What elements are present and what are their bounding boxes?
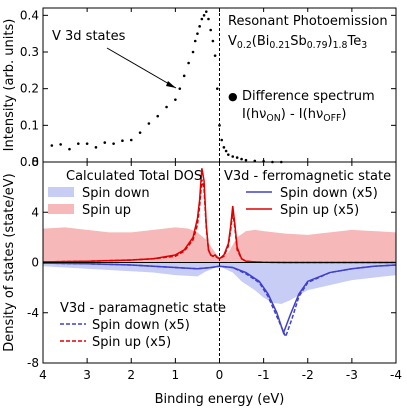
difference-spectrum-point	[94, 146, 98, 149]
difference-spectrum-point	[147, 122, 151, 125]
x-tick-label: -4	[390, 368, 402, 382]
v3d-para-spin-up-line	[42, 179, 396, 264]
dos-fill-spin-down	[43, 262, 396, 304]
difference-spectrum-point	[112, 142, 115, 145]
legend-label-para: Spin up (x5)	[92, 335, 171, 350]
difference-spectrum-point	[68, 147, 71, 151]
legend-swatch-spin-down	[48, 187, 74, 197]
x-axis-label: Binding energy (eV)	[155, 392, 285, 407]
difference-spectrum-point	[187, 61, 190, 65]
legend-label-para: Spin down (x5)	[92, 318, 190, 333]
y-tick-label: 0.0	[20, 155, 39, 169]
x-tick-label: 1	[172, 368, 180, 382]
difference-spectrum-point	[235, 156, 239, 159]
y-tick-label: 0.2	[20, 82, 39, 96]
difference-spectrum-point	[174, 98, 177, 101]
difference-spectrum-point	[213, 54, 217, 57]
y-tick-label: 4	[31, 205, 39, 219]
difference-spectrum-point	[227, 153, 230, 156]
x-tick-label: 0	[216, 368, 224, 382]
y-tick-label: 8	[31, 155, 39, 169]
title-line-1: Resonant Photoemission	[228, 14, 388, 29]
y-tick-label: 0.3	[20, 45, 39, 59]
difference-spectrum-point	[129, 138, 133, 142]
difference-marker-icon: ●	[228, 90, 238, 103]
difference-spectrum-point	[198, 25, 201, 28]
difference-spectrum-point	[138, 131, 142, 134]
difference-spectrum-point	[193, 39, 197, 43]
difference-spectrum-point	[215, 87, 219, 90]
x-tick-label: 2	[127, 368, 135, 382]
difference-spectrum-point	[211, 39, 215, 43]
x-tick-label: -3	[346, 368, 358, 382]
y-tick-label: 0	[31, 256, 39, 270]
y-axis-label-top: Intensity (arb. units)	[2, 19, 17, 152]
difference-spectrum-point	[224, 149, 228, 153]
para-title: V3d - paramagnetic state	[60, 301, 226, 316]
x-tick-label: 4	[39, 368, 47, 382]
legend-label-ferro: Spin up (x5)	[280, 203, 359, 218]
difference-spectrum-point	[50, 144, 54, 147]
legend-swatch-spin-up	[48, 204, 74, 214]
ferro-title: V3d - ferromagnetic state	[224, 169, 391, 184]
difference-spectrum-point	[59, 143, 62, 146]
difference-spectrum-point	[77, 142, 80, 145]
x-tick-label: 3	[83, 368, 91, 382]
difference-spectrum-point	[121, 139, 124, 143]
difference-spectrum-point	[85, 142, 89, 145]
title-line-2: V0.2(Bi0.21Sb0.79)1.8Te3	[228, 34, 367, 51]
difference-spectrum-point	[191, 50, 195, 54]
y-tick-label: -8	[27, 356, 39, 370]
legend-label-calc: Spin up	[82, 203, 131, 218]
difference-spectrum-point	[207, 17, 210, 21]
difference-spectrum-point	[220, 138, 224, 142]
difference-spectrum-point	[244, 158, 248, 162]
x-tick-label: -2	[302, 368, 314, 382]
legend-label-calc: Spin down	[82, 186, 150, 201]
difference-spectrum-point	[202, 14, 206, 17]
x-tick-label: -1	[258, 368, 270, 382]
legend-label-ferro: Spin down (x5)	[280, 186, 378, 201]
difference-spectrum-point	[156, 114, 160, 118]
difference-spectrum-point	[200, 17, 204, 21]
y-axis-label-bottom: Density of states (state/eV)	[2, 173, 17, 351]
difference-spectrum-point	[103, 141, 107, 144]
difference-spectrum-point	[240, 157, 243, 161]
difference-spectrum-point	[182, 74, 186, 78]
difference-spectrum-point	[231, 155, 235, 158]
difference-spectrum-point	[204, 10, 208, 13]
v3d-arrow-shaft	[106, 47, 177, 89]
difference-spectrum-point	[165, 105, 168, 109]
v3d-arrow-head	[166, 81, 176, 88]
difference-spectrum-point	[222, 146, 226, 149]
y-tick-label: 0.1	[20, 118, 39, 132]
difference-spectrum-point	[209, 28, 212, 32]
difference-spectrum-point	[178, 87, 182, 90]
difference-legend-line-2: I(hνON) - I(hνOFF)	[242, 107, 346, 124]
dos-fill-spin-up	[43, 227, 396, 263]
difference-legend-line-1: Difference spectrum	[242, 89, 375, 104]
y-tick-label: -4	[27, 306, 39, 320]
v3d-para-spin-down-line	[42, 262, 397, 339]
calc-dos-title: Calculated Total DOS	[66, 169, 202, 184]
difference-spectrum-point	[196, 32, 199, 35]
v3d-states-label: V 3d states	[52, 29, 126, 44]
y-tick-label: 0.4	[20, 8, 39, 22]
